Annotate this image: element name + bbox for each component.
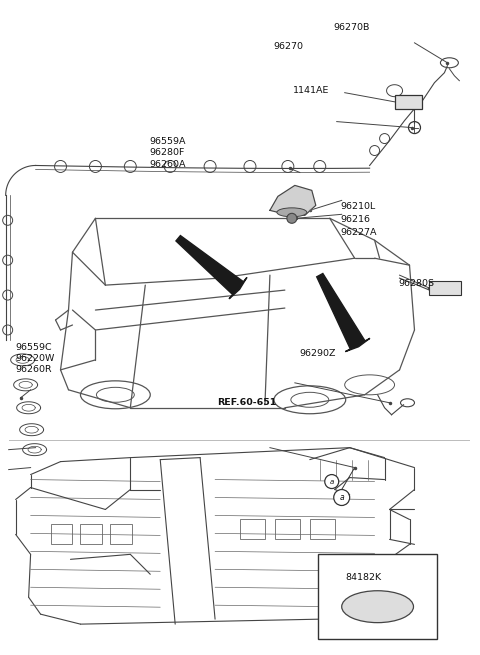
- Text: 96227A: 96227A: [340, 228, 377, 236]
- Ellipse shape: [342, 591, 413, 623]
- Text: 96280F: 96280F: [149, 148, 184, 157]
- Text: 96270B: 96270B: [333, 22, 370, 31]
- Text: 96260A: 96260A: [149, 160, 186, 169]
- Text: 84182K: 84182K: [345, 573, 382, 582]
- Text: 96290Z: 96290Z: [300, 349, 336, 358]
- Bar: [50, 525, 72, 544]
- Text: REF.60-651: REF.60-651: [217, 398, 276, 407]
- Bar: [310, 519, 335, 539]
- Circle shape: [334, 489, 350, 506]
- Text: 96559C: 96559C: [15, 343, 52, 352]
- Bar: [240, 519, 265, 539]
- Bar: [395, 95, 422, 109]
- Circle shape: [325, 475, 339, 489]
- Text: a: a: [330, 479, 334, 485]
- Bar: [430, 281, 461, 295]
- Circle shape: [287, 214, 297, 223]
- Bar: [81, 525, 102, 544]
- Text: a: a: [339, 493, 344, 502]
- Text: 96270: 96270: [274, 42, 303, 51]
- Text: 96210L: 96210L: [340, 202, 376, 210]
- Text: 96216: 96216: [340, 215, 371, 223]
- Text: 96220W: 96220W: [15, 354, 54, 363]
- Text: 1141AE: 1141AE: [293, 86, 329, 95]
- Text: 96260R: 96260R: [15, 365, 52, 375]
- Text: 96559A: 96559A: [149, 137, 186, 146]
- Polygon shape: [317, 274, 370, 352]
- Bar: [275, 519, 300, 539]
- Bar: [110, 525, 132, 544]
- Polygon shape: [270, 185, 316, 215]
- Bar: [318, 554, 437, 639]
- Text: 96280S: 96280S: [398, 278, 434, 288]
- Ellipse shape: [277, 208, 307, 217]
- Polygon shape: [176, 236, 247, 299]
